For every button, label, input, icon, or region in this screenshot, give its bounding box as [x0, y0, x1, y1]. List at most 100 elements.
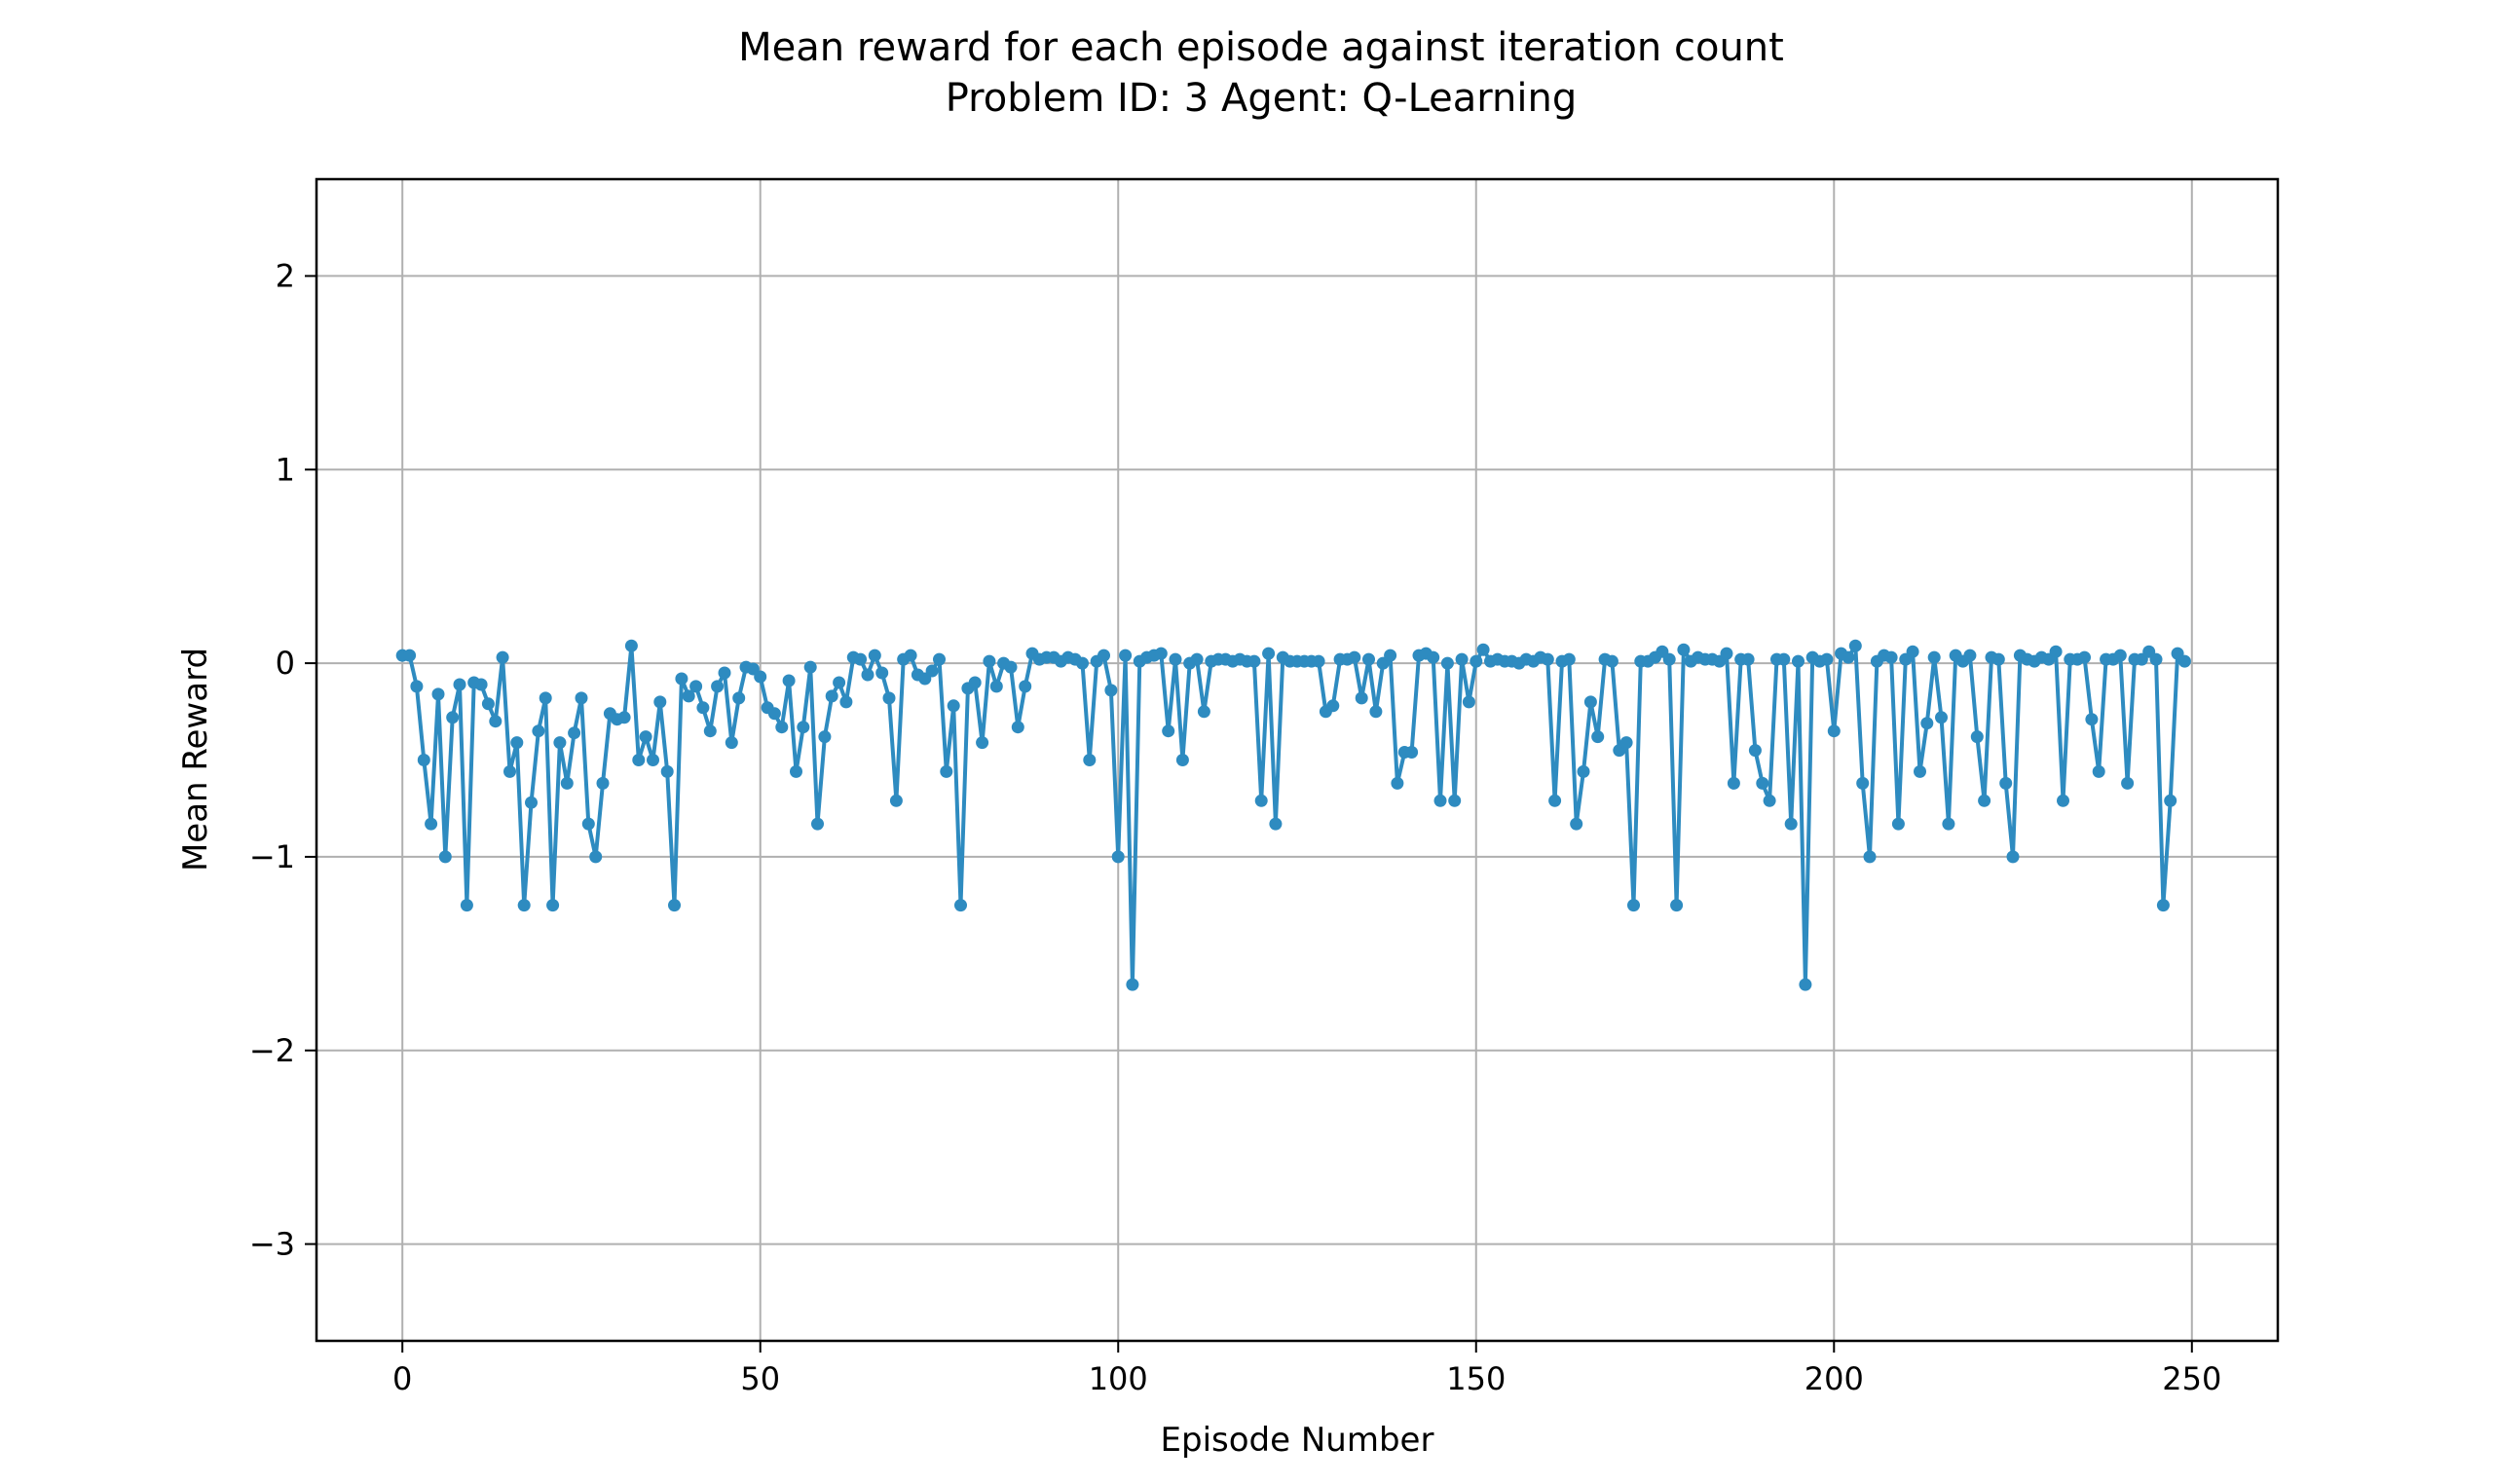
data-point [1920, 717, 1934, 730]
data-point [1627, 899, 1640, 912]
data-point [767, 707, 781, 721]
data-point [682, 689, 695, 703]
data-point [403, 649, 417, 662]
data-point [925, 664, 939, 678]
data-point [711, 680, 725, 693]
data-point [647, 754, 659, 766]
data-point [868, 649, 881, 662]
data-point [940, 764, 953, 778]
data-point [1369, 705, 1383, 719]
x-tick-label: 0 [392, 1360, 412, 1397]
data-point [1470, 654, 1483, 668]
data-point [1440, 656, 1454, 670]
data-point [660, 764, 674, 778]
data-point [1384, 649, 1397, 662]
data-point [1247, 654, 1261, 668]
data-point [1448, 794, 1462, 807]
data-point [1605, 654, 1619, 668]
data-point [2156, 899, 2170, 912]
data-point [446, 711, 460, 724]
data-point [1076, 656, 1089, 670]
data-point [617, 711, 631, 724]
data-point [1891, 817, 1905, 831]
data-point [1784, 817, 1798, 831]
data-point [639, 730, 652, 744]
data-point [589, 850, 603, 864]
data-point [1126, 978, 1139, 991]
data-point [1999, 776, 2013, 790]
data-point [1842, 650, 1855, 664]
data-point [1677, 643, 1691, 656]
data-point [474, 678, 488, 691]
data-point [489, 715, 502, 728]
data-point [546, 899, 560, 912]
data-point [1169, 652, 1182, 666]
data-point [1004, 660, 1018, 674]
data-point [1548, 794, 1562, 807]
data-point [2049, 645, 2063, 658]
data-point [1348, 650, 1361, 664]
data-point [1763, 794, 1776, 807]
data-point [410, 680, 424, 693]
data-point [889, 794, 903, 807]
data-point [1455, 652, 1469, 666]
x-tick-label: 200 [1805, 1360, 1864, 1397]
data-point [632, 754, 646, 766]
data-point [1019, 680, 1032, 693]
data-point [2078, 650, 2091, 664]
data-point [933, 652, 946, 666]
data-point [496, 650, 509, 664]
data-point [668, 899, 681, 912]
data-point [1326, 699, 1340, 713]
data-point [1262, 647, 1276, 660]
data-point [1577, 764, 1590, 778]
data-point [2092, 764, 2105, 778]
data-point [1619, 736, 1633, 750]
data-point [775, 721, 789, 734]
data-point [1820, 652, 1834, 666]
data-point [1756, 776, 1769, 790]
data-point [2177, 654, 2191, 668]
data-point [1162, 724, 1175, 738]
data-point [539, 691, 552, 705]
chart-subtitle: Problem ID: 3 Agent: Q-Learning [946, 76, 1577, 121]
data-point [1991, 652, 2005, 666]
data-point [438, 850, 452, 864]
data-point [417, 754, 430, 766]
data-point [1863, 850, 1877, 864]
data-point [481, 697, 495, 711]
data-point [1197, 705, 1210, 719]
data-point [947, 699, 960, 713]
data-point [560, 776, 574, 790]
data-point [1111, 850, 1125, 864]
data-point [703, 724, 717, 738]
data-point [1884, 650, 1898, 664]
data-point [689, 680, 703, 693]
data-point [732, 691, 746, 705]
data-point [653, 695, 667, 709]
y-tick-label: −2 [249, 1032, 295, 1069]
data-point [2164, 794, 2177, 807]
data-point [861, 668, 874, 682]
data-point [725, 736, 738, 750]
x-axis-label: Episode Number [1161, 1421, 1434, 1460]
data-point [532, 724, 545, 738]
data-point [1963, 649, 1977, 662]
data-point [1098, 649, 1110, 662]
data-point [1583, 695, 1597, 709]
data-point [1799, 978, 1812, 991]
data-point [1312, 654, 1325, 668]
data-point [575, 691, 588, 705]
y-tick-label: 2 [276, 257, 295, 294]
data-point [1011, 721, 1024, 734]
data-point [968, 676, 982, 689]
data-point [983, 654, 996, 668]
data-point [875, 666, 889, 680]
y-tick-label: 1 [276, 451, 295, 488]
data-point [581, 817, 595, 831]
data-point [2006, 850, 2020, 864]
data-point [1175, 754, 1189, 766]
data-point [1083, 754, 1097, 766]
